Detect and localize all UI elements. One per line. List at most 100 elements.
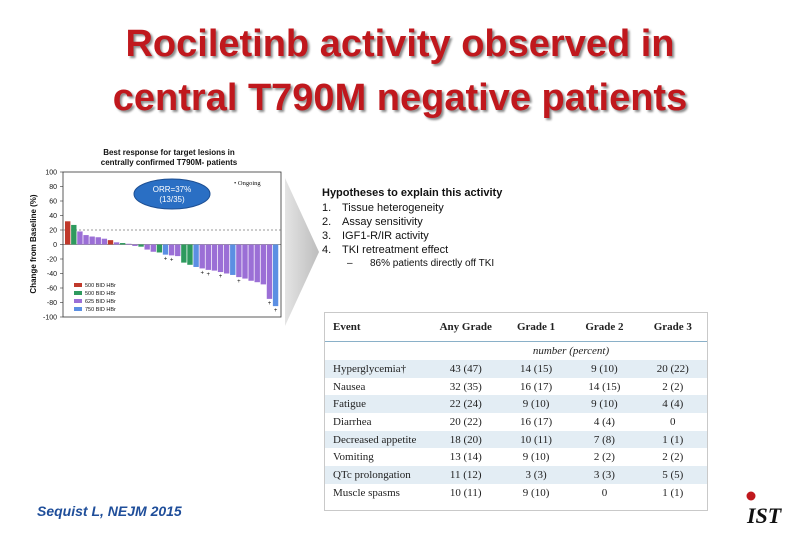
legend-swatch <box>74 283 82 287</box>
bar <box>181 244 187 263</box>
event-cell: Decreased appetite <box>325 430 430 449</box>
legend-label: 625 BID HBr <box>85 299 116 305</box>
any-grade-cell: 20 (22) <box>449 415 482 428</box>
grade3-cell: 1 (1) <box>662 486 684 499</box>
bar <box>168 244 175 256</box>
bar <box>95 237 101 245</box>
y-tick-label: 0 <box>53 242 57 249</box>
legend-swatch <box>74 291 82 295</box>
table-row: QTc prolongation 11 (12) 3 (3) 3 (3) 5 (5) <box>325 466 707 484</box>
hypothesis-text: Assay sensitivity <box>342 216 423 228</box>
bar <box>217 244 224 273</box>
grade2-cell: 4 (4) <box>593 415 615 428</box>
hypothesis-number: 1. <box>322 202 332 214</box>
grade3-cell: 2 (2) <box>662 380 684 393</box>
bar <box>230 244 236 275</box>
bar <box>254 244 260 283</box>
sub-dash: – <box>347 258 353 269</box>
y-tick-label: -100 <box>43 315 57 322</box>
chart-title-line2: centrally confirmed T790M- patients <box>101 158 238 167</box>
hypotheses-title: Hypotheses to explain this activity <box>322 187 503 199</box>
chart-title-line1: Best response for target lesions in <box>103 148 235 157</box>
event-cell: Diarrhea <box>333 415 372 428</box>
ist-logo: IST <box>746 491 783 526</box>
table-row: Vomiting 13 (14) 9 (10) 2 (2) 2 (2) <box>325 448 707 466</box>
table-row: Fatigue 22 (24) 9 (10) 9 (10) 4 (4) <box>325 395 707 414</box>
bar <box>113 242 120 245</box>
ongoing-marker: + <box>268 301 272 307</box>
y-tick-label: -40 <box>47 271 57 278</box>
bar <box>132 244 138 246</box>
table-row: Nausea 32 (35) 16 (17) 14 (15) 2 (2) <box>325 378 707 396</box>
legend-label: 500 BID HBr <box>85 291 116 297</box>
table-row: Muscle spasms 10 (11) 9 (10) 0 1 (1) <box>325 484 707 502</box>
bar <box>138 244 144 247</box>
table-row: Diarrhea 20 (22) 16 (17) 4 (4) 0 <box>325 413 707 431</box>
any-grade-cell: 43 (47) <box>429 360 502 378</box>
bar <box>199 244 205 269</box>
y-axis-label: Change from Baseline (%) <box>29 194 38 293</box>
grade1-cell: 14 (15) <box>501 360 571 378</box>
y-tick-label: 100 <box>45 170 57 177</box>
ongoing-marker: + <box>219 274 223 280</box>
grade3-cell: 0 <box>670 415 676 428</box>
bar <box>65 221 71 245</box>
y-tick-label: -60 <box>47 286 57 293</box>
adverse-events-table-box: Event Any Grade Grade 1 Grade 2 Grade 3 … <box>324 312 708 511</box>
grade2-cell: 9 (10) <box>570 360 639 378</box>
header-any-grade: Any Grade <box>429 313 502 342</box>
slide-title-line1: Rociletinb activity observed in <box>125 23 675 65</box>
header-grade-2: Grade 2 <box>570 313 639 342</box>
header-grade-3: Grade 3 <box>638 313 707 342</box>
bar <box>266 244 273 299</box>
hypothesis-text: Tissue heterogeneity <box>342 202 444 214</box>
ongoing-note: • Ongoing <box>234 180 261 187</box>
bar <box>120 243 126 245</box>
unit-label: number (percent) <box>532 345 610 357</box>
header-grade-1: Grade 1 <box>501 313 571 342</box>
hypotheses-block: Hypotheses to explain this activity 1. Ti… <box>322 187 502 269</box>
bar <box>83 235 89 245</box>
bar <box>193 244 199 267</box>
grade1-cell: 3 (3) <box>501 466 571 484</box>
hypothesis-item: 2. Assay sensitivity <box>322 216 502 228</box>
bar <box>242 244 248 279</box>
bar <box>126 243 132 245</box>
grade3-cell: 20 (22) <box>638 360 707 378</box>
hypothesis-number: 2. <box>322 216 332 228</box>
y-tick-label: 20 <box>49 228 57 235</box>
adverse-events-table: Event Any Grade Grade 1 Grade 2 Grade 3 … <box>325 313 707 502</box>
ongoing-marker: + <box>200 270 204 276</box>
hypothesis-text: IGF1-R/IR activity <box>342 230 429 242</box>
grade1-cell: 16 (17) <box>520 415 553 428</box>
grade1-cell: 9 (10) <box>522 486 550 499</box>
orr-badge-line1: ORR=37% <box>153 185 191 194</box>
grade1-cell: 9 (10) <box>501 395 571 414</box>
bar <box>71 224 77 245</box>
orr-badge-shape <box>133 178 211 210</box>
orr-badge: ORR=37% (13/35) <box>133 178 211 210</box>
citation: Sequist L, NEJM 2015 <box>37 503 182 519</box>
bar <box>236 244 242 278</box>
bar <box>211 244 218 271</box>
event-cell: Fatigue <box>325 395 430 414</box>
bar <box>89 236 95 245</box>
bar <box>150 244 156 252</box>
legend-label: 750 BID HBr <box>85 307 116 313</box>
y-tick-label: 80 <box>49 184 57 191</box>
event-cell: Hyperglycemia† <box>325 360 430 378</box>
table-header-row: Event Any Grade Grade 1 Grade 2 Grade 3 <box>325 313 707 342</box>
table-row: Decreased appetite 18 (20) 10 (11) 7 (8) 1 (… <box>325 430 707 449</box>
bar <box>187 244 193 265</box>
grade3-cell: 4 (4) <box>638 395 707 414</box>
y-ticks: 100 80 60 40 20 0 -20 -40 -60 -80 -100 <box>43 170 63 322</box>
any-grade-cell: 11 (12) <box>429 466 502 484</box>
logo-text: IST <box>746 503 783 526</box>
grade2-cell: 9 (10) <box>570 395 639 414</box>
grade2-cell: 7 (8) <box>570 430 639 449</box>
waterfall-chart: Best response for target lesions in cent… <box>29 148 282 322</box>
any-grade-cell: 18 (20) <box>429 430 502 449</box>
bar <box>107 240 114 245</box>
slide-title-line2: central T790M negative patients <box>112 77 688 119</box>
ongoing-marker: + <box>274 308 278 314</box>
